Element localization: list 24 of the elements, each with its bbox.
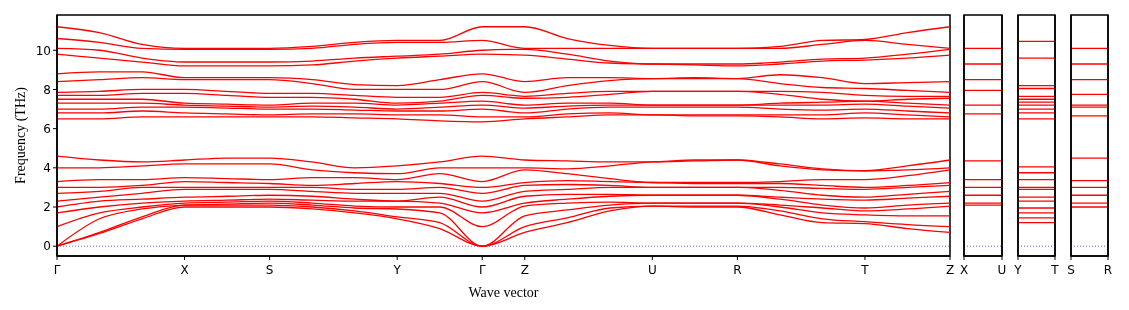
x-axis-title: Wave vector xyxy=(468,285,539,300)
x-tick-label: T xyxy=(1050,263,1060,277)
x-tick-label: U xyxy=(647,263,657,277)
y-tick-label: 8 xyxy=(43,82,51,97)
y-tick-label: 0 xyxy=(43,239,51,254)
x-tick-label: S xyxy=(265,263,274,277)
x-tick-label: X xyxy=(959,263,969,277)
x-tick-label: T xyxy=(860,263,870,277)
x-tick-label: Γ xyxy=(478,263,486,277)
y-tick-label: 4 xyxy=(43,161,51,176)
y-tick-label: 2 xyxy=(43,200,51,215)
x-tick-label: R xyxy=(1103,263,1113,277)
y-axis-title: Frequency (THz) xyxy=(12,86,29,184)
x-tick-label: S xyxy=(1067,263,1075,277)
x-tick-label: X xyxy=(180,263,189,277)
x-tick-label: Γ xyxy=(53,263,61,277)
x-tick-label: Z xyxy=(520,263,529,277)
x-tick-label: U xyxy=(997,263,1007,277)
x-tick-label: Z xyxy=(945,263,955,277)
y-tick-label: 6 xyxy=(43,121,51,136)
x-tick-label: Y xyxy=(1013,263,1023,277)
x-tick-label: R xyxy=(733,263,742,277)
y-tick-label: 10 xyxy=(35,43,51,58)
x-tick-label: Y xyxy=(392,263,402,277)
